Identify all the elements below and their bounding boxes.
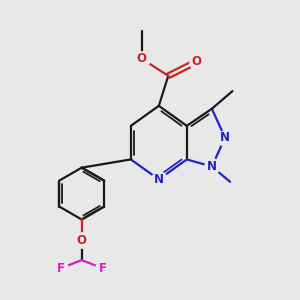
- Text: N: N: [154, 173, 164, 186]
- Text: O: O: [137, 52, 147, 65]
- Text: N: N: [220, 131, 230, 144]
- Text: N: N: [207, 160, 217, 173]
- Text: F: F: [99, 262, 107, 275]
- Text: O: O: [191, 55, 202, 68]
- Text: F: F: [56, 262, 64, 275]
- Text: O: O: [77, 234, 87, 247]
